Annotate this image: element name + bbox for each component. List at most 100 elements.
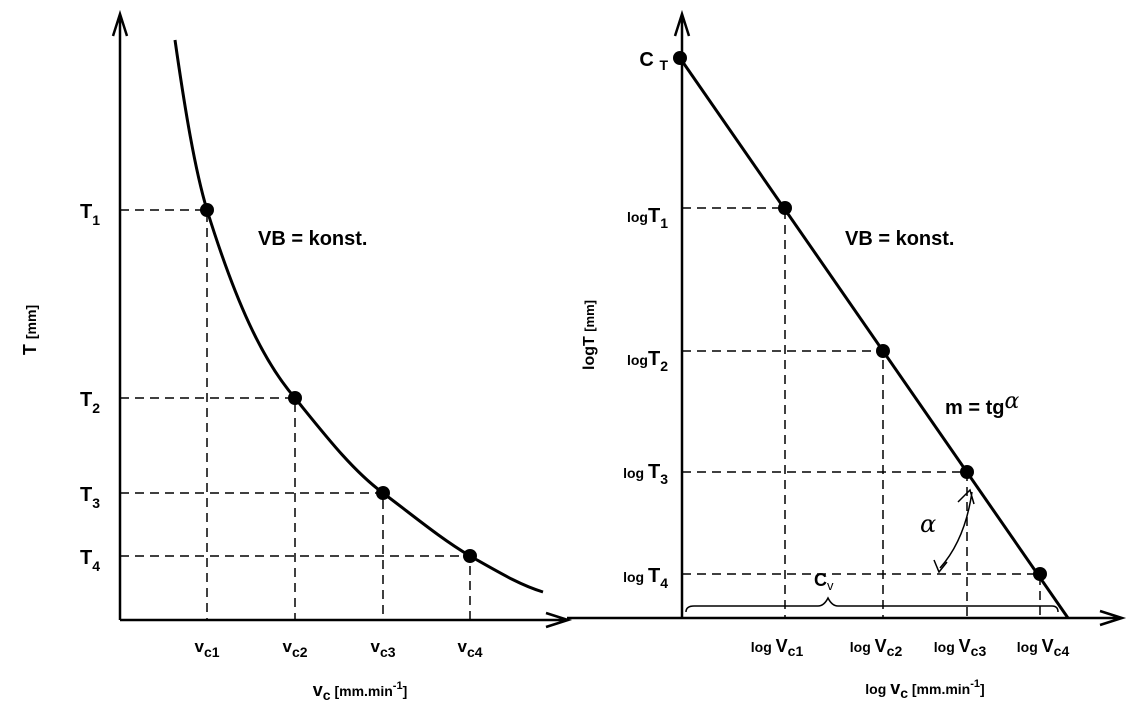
text-part: T [80,484,92,506]
text-part: log [934,639,955,655]
points [673,51,1047,581]
text-part: T [20,344,40,355]
shape: log Vc2 [850,636,903,659]
point [288,391,302,405]
text-part: c4 [467,644,483,660]
text-part: T [648,461,660,483]
text-part: 4 [92,558,100,574]
text-part: 3 [92,495,100,511]
text-part: T [648,348,660,370]
text-part: C [814,570,827,590]
text-part: c [900,685,908,701]
intercept-label: C T [639,49,668,73]
shape: log T4 [623,565,668,591]
text-part: ] [403,683,408,699]
text-part: c3 [380,644,396,660]
text-part: ] [980,681,985,697]
v-labels: log Vc1 log Vc2 log Vc3 log Vc4 [751,636,1070,659]
points [200,203,477,563]
text-part: 1 [660,215,668,231]
y-axis-label: logT [mm] [581,300,598,370]
shape: T2 [80,389,100,416]
shape: T4 [80,547,100,574]
axes [111,9,573,629]
text-part: V [776,636,788,656]
shape: vc4 [457,637,482,660]
point [463,549,477,563]
text-part: -1 [970,678,980,690]
text-part: log [865,681,886,697]
shape: T3 [80,484,100,511]
shape: log T3 [623,461,668,487]
left-panel: T1 T2 T3 T4 vc1 vc2 vc3 vc4 VB = konst. … [20,9,573,703]
text-part: [mm] [582,300,597,332]
point [778,201,792,215]
text-part: T [80,389,92,411]
brace [685,596,1059,613]
y-axis-label: T [mm] [20,305,40,355]
text-part: T [648,205,660,227]
point [960,465,974,479]
t-labels: logT1 logT2 log T3 log T4 [623,205,668,591]
text-part: T [80,201,92,223]
text-part: α [1004,389,1019,414]
text-part: V [1042,636,1054,656]
shape: log Vc3 [934,636,987,659]
point [200,203,214,217]
text-part: T [648,565,660,587]
text-part: 2 [92,400,100,416]
text-part: log [627,209,648,225]
annotation: VB = konst. [845,228,954,250]
x-axis-label: log vc [mm.min-1] [865,678,984,701]
text-part: c3 [971,643,987,659]
y-axis [567,9,691,620]
angle-arc [933,488,975,574]
v-labels: vc1 vc2 vc3 vc4 [194,637,482,660]
text-part: c2 [887,643,903,659]
text-part: v [194,637,204,656]
text-part: c2 [292,644,308,660]
text-part: 1 [92,212,100,228]
point [673,51,687,65]
text-part: -1 [393,680,403,692]
brace-label: Cv [814,570,834,593]
text-part: C [639,49,653,71]
text-part: log [623,569,644,585]
text-part: [mm.min [912,681,970,697]
text-part: log [850,639,871,655]
text-part: c [323,687,331,703]
text-part: log [751,639,772,655]
text-part: log [627,352,648,368]
text-part: [mm.min [334,683,392,699]
t-labels: T1 T2 T3 T4 [80,201,100,574]
curve [173,39,544,594]
point [376,486,390,500]
shape: vc2 [282,637,307,660]
point [1033,567,1047,581]
shape: vc1 [194,637,219,660]
text-part: logT [581,336,598,370]
x-axis-label: vc [mm.min-1] [313,680,408,703]
angle-label: α [920,510,936,538]
guides [120,209,471,620]
text-part: c4 [1054,643,1070,659]
right-panel: C T logT1 logT2 log T3 log T4 log Vc1 lo… [567,9,1127,701]
shape: logT1 [627,205,668,231]
slope-label: m = tgα [945,389,1019,419]
shape: log Vc1 [751,636,804,659]
text-part: c1 [204,644,220,660]
text-part: v [282,637,292,656]
shape: vc3 [370,637,395,660]
text-part: V [875,636,887,656]
text-part: v [890,678,900,698]
point [876,344,890,358]
text-part: [mm] [23,305,39,339]
text-part: v [313,680,323,700]
text-part: 4 [660,575,668,591]
line [678,57,1070,619]
x-axis [682,609,1127,627]
text-part: c1 [788,643,804,659]
text-part: T [659,57,668,73]
text-part: m = tg [945,397,1004,419]
